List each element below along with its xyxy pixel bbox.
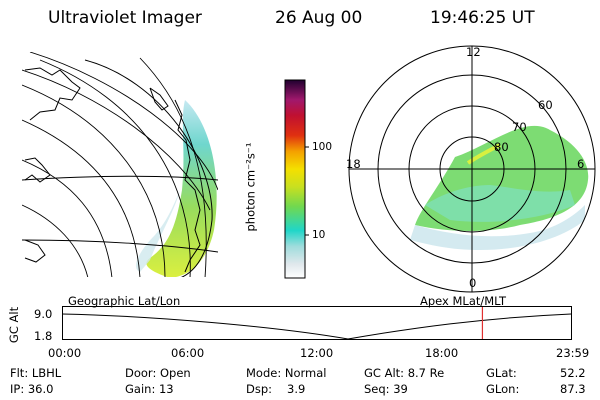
mlt-label-0: 0 bbox=[469, 276, 477, 290]
mlt-label-6: 6 bbox=[577, 157, 585, 171]
mlt-label-12: 12 bbox=[466, 45, 481, 59]
geographic-map bbox=[22, 52, 218, 277]
time-label: 19:46:25 UT bbox=[430, 8, 535, 28]
status-glon-value: 87.3 bbox=[560, 382, 586, 396]
time-tick-18-00: 18:00 bbox=[425, 346, 459, 360]
left-panel-caption: Geographic Lat/Lon bbox=[68, 294, 181, 308]
status-flt: Flt: LBHL bbox=[10, 366, 62, 380]
right-panel-caption: Apex MLat/MLT bbox=[420, 294, 507, 308]
date-label: 26 Aug 00 bbox=[275, 8, 363, 28]
status-seq: Seq: 39 bbox=[364, 382, 408, 396]
status-gain: Gain: 13 bbox=[125, 382, 174, 396]
time-tick-23-59: 23:59 bbox=[556, 346, 590, 360]
status-gc-alt: GC Alt: 8.7 Re bbox=[364, 366, 445, 380]
polar-plot bbox=[348, 45, 596, 293]
time-tick-12-00: 12:00 bbox=[300, 346, 334, 360]
altitude-tick-9: 9.0 bbox=[34, 307, 53, 321]
polar-grid bbox=[348, 45, 596, 293]
lat-label-80: 80 bbox=[494, 140, 509, 154]
mlt-label-18: 18 bbox=[346, 157, 361, 171]
status-glat-value: 52.2 bbox=[560, 366, 586, 380]
status-glon-label: GLon: bbox=[486, 382, 520, 396]
time-tick-00-00: 00:00 bbox=[48, 346, 82, 360]
altitude-strip bbox=[62, 306, 572, 340]
colorbar-unit-label: photon cm⁻²s⁻¹ bbox=[243, 142, 258, 232]
time-tick-06-00: 06:00 bbox=[171, 346, 205, 360]
status-dsp-value: 3.9 bbox=[287, 382, 306, 396]
status-door: Door: Open bbox=[125, 366, 191, 380]
lat-label-60: 60 bbox=[538, 98, 553, 112]
status-mode: Mode: Normal bbox=[246, 366, 327, 380]
colorbar-tick-10: 10 bbox=[312, 229, 326, 241]
color-scale bbox=[284, 79, 309, 279]
colorbar-tick-100: 100 bbox=[312, 141, 333, 153]
altitude-tick-1-8: 1.8 bbox=[34, 329, 53, 343]
status-glat-label: GLat: bbox=[486, 366, 517, 380]
map-grid bbox=[22, 52, 218, 277]
status-dsp-label: Dsp: bbox=[246, 382, 273, 396]
lat-label-70: 70 bbox=[512, 120, 527, 134]
altitude-ylabel: GC Alt bbox=[7, 306, 22, 344]
instrument-title: Ultraviolet Imager bbox=[48, 8, 202, 28]
status-ip: IP: 36.0 bbox=[10, 382, 54, 396]
